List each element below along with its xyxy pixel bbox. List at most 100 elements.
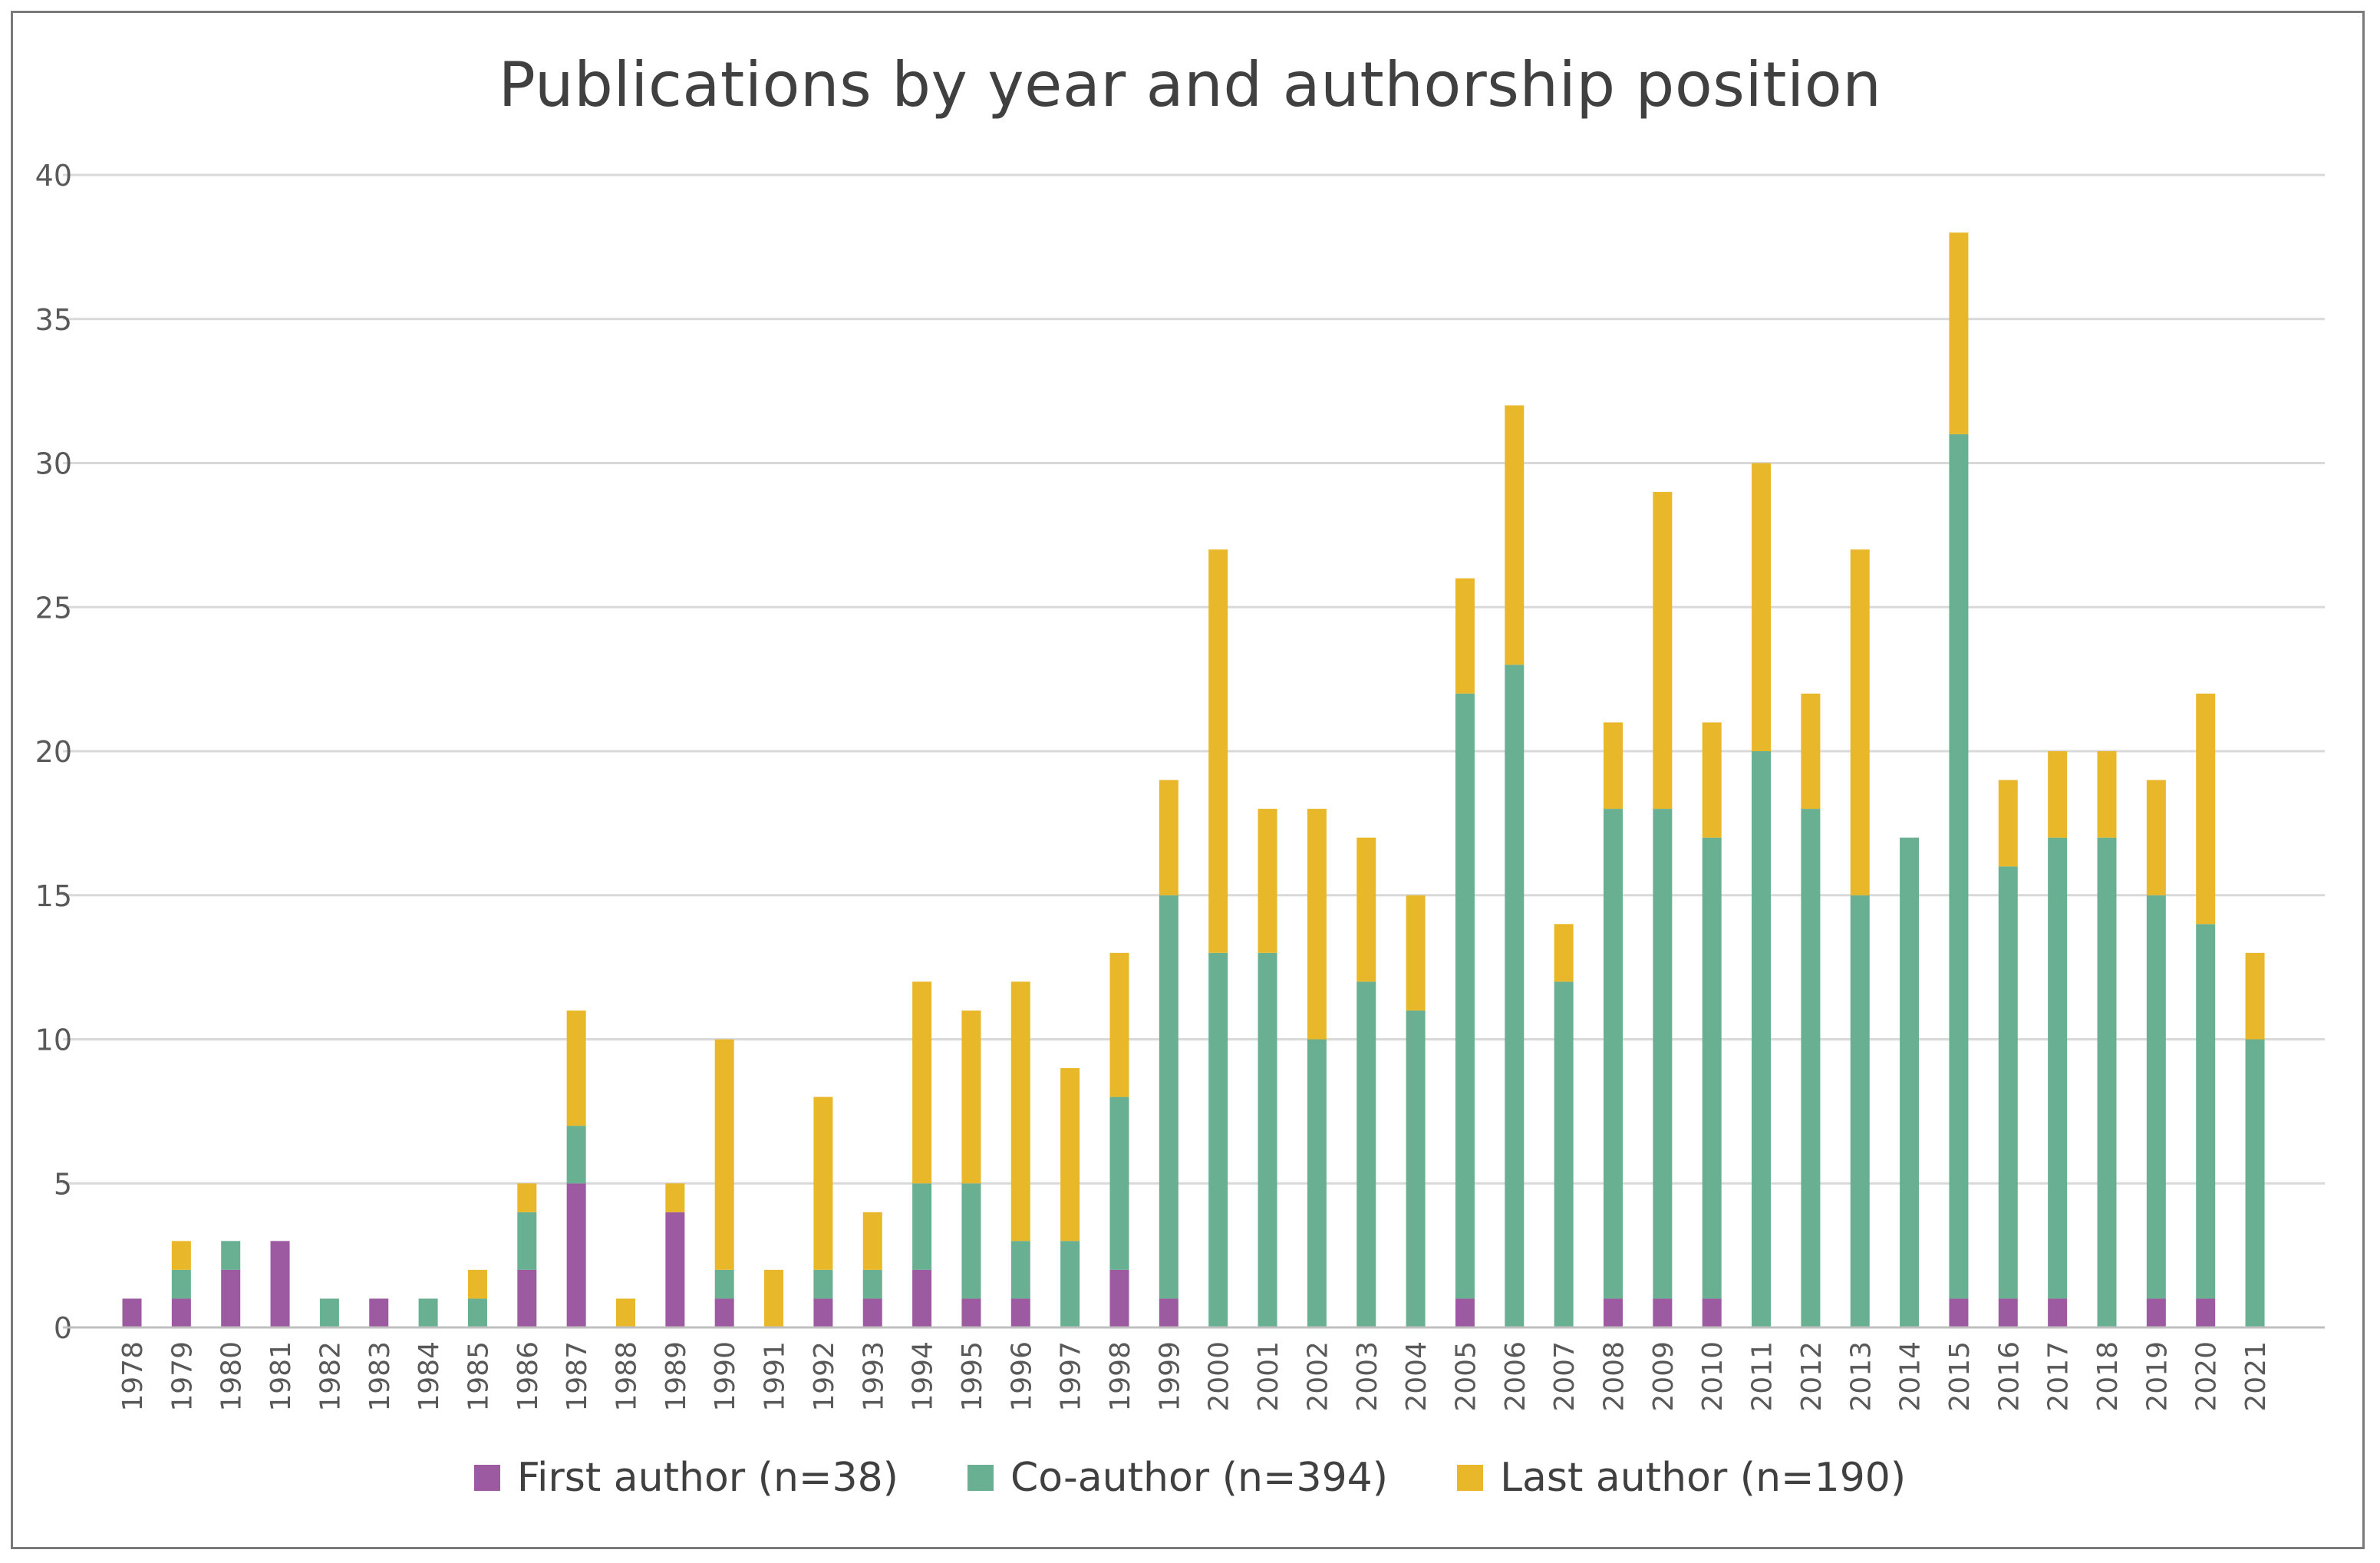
bar-2002-series-1 [1307, 1039, 1327, 1327]
bar-2019-series-0 [2146, 1298, 2166, 1327]
x-tick-label-1981: 1981 [265, 1341, 297, 1412]
x-tick-label-2002: 2002 [1302, 1341, 1333, 1412]
x-tick-label-2009: 2009 [1648, 1341, 1680, 1412]
legend-item-co-author: Co-author (n=394) [967, 1455, 1388, 1501]
bar-1980-series-1 [221, 1241, 241, 1270]
bar-1994-series-0 [912, 1269, 932, 1327]
bar-2010-series-2 [1702, 722, 1722, 838]
x-tick-label-2021: 2021 [2240, 1341, 2272, 1412]
bar-1999-series-0 [1159, 1298, 1178, 1327]
bar-2017-series-0 [2048, 1298, 2068, 1327]
x-tick-label-2003: 2003 [1352, 1341, 1383, 1412]
x-tick-label-1989: 1989 [661, 1341, 692, 1412]
x-tick-label-2012: 2012 [1796, 1341, 1828, 1412]
bar-1978-series-0 [122, 1298, 142, 1327]
bar-1994-series-1 [912, 1183, 932, 1270]
x-tick-label-1987: 1987 [562, 1341, 593, 1412]
x-tick-label-1984: 1984 [414, 1341, 445, 1412]
bar-2004-series-2 [1406, 895, 1426, 1011]
legend-item-last-author: Last author (n=190) [1457, 1455, 1906, 1501]
x-tick-label-2018: 2018 [2092, 1341, 2124, 1412]
x-tick-label-1990: 1990 [710, 1341, 741, 1412]
bar-1990-series-0 [714, 1298, 734, 1327]
bar-1992-series-0 [813, 1298, 833, 1327]
bar-2016-series-2 [1998, 780, 2018, 867]
x-tick-label-2015: 2015 [1944, 1341, 1976, 1412]
bar-2009-series-1 [1653, 809, 1673, 1299]
legend-swatch-last-author [1457, 1465, 1484, 1491]
bar-1998-series-2 [1109, 952, 1129, 1097]
x-tick-label-1991: 1991 [760, 1341, 791, 1412]
x-tick-label-1978: 1978 [117, 1341, 149, 1412]
bar-2016-series-1 [1998, 866, 2018, 1299]
bar-1993-series-0 [862, 1298, 882, 1327]
bar-2018-series-1 [2097, 837, 2117, 1327]
bar-1996-series-1 [1010, 1241, 1030, 1299]
x-tick-label-2000: 2000 [1204, 1341, 1235, 1412]
x-tick-label-1986: 1986 [513, 1341, 544, 1412]
bar-1991-series-2 [764, 1269, 784, 1327]
y-tick-label-40: 40 [35, 159, 72, 193]
bar-2008-series-0 [1604, 1298, 1623, 1327]
x-tick-label-1988: 1988 [611, 1341, 643, 1412]
bar-1979-series-0 [171, 1298, 191, 1327]
bar-1995-series-1 [961, 1183, 981, 1299]
x-tick-label-2020: 2020 [2191, 1341, 2223, 1412]
bar-2011-series-2 [1752, 463, 1772, 751]
chart-title: Publications by year and authorship posi… [498, 49, 1882, 120]
bar-1999-series-2 [1159, 780, 1178, 895]
y-tick-label-5: 5 [54, 1167, 72, 1201]
bar-1983-series-0 [369, 1298, 389, 1327]
x-tick-label-2001: 2001 [1253, 1341, 1284, 1412]
bar-1985-series-1 [467, 1298, 487, 1327]
y-tick-label-35: 35 [35, 303, 72, 337]
x-tick-label-1995: 1995 [957, 1341, 988, 1412]
bar-2001-series-2 [1258, 809, 1277, 953]
bar-2012-series-2 [1801, 693, 1821, 810]
bar-2018-series-2 [2097, 751, 2117, 838]
x-tick-label-2005: 2005 [1450, 1341, 1482, 1412]
x-tick-label-1998: 1998 [1105, 1341, 1136, 1412]
bar-2015-series-1 [1949, 434, 1969, 1299]
bar-1985-series-2 [467, 1269, 487, 1299]
bar-1986-series-2 [517, 1183, 537, 1212]
bar-1987-series-1 [566, 1126, 586, 1184]
bar-1989-series-2 [665, 1183, 685, 1212]
bar-2005-series-1 [1455, 693, 1475, 1299]
bar-1979-series-1 [171, 1269, 191, 1299]
legend-item-first-author: First author (n=38) [473, 1455, 898, 1501]
x-tick-label-2010: 2010 [1697, 1341, 1729, 1412]
bar-1997-series-2 [1060, 1068, 1080, 1241]
bar-2015-series-2 [1949, 232, 1969, 434]
bar-1997-series-1 [1060, 1241, 1080, 1327]
chart-frame [11, 11, 2365, 1549]
bar-2006-series-2 [1505, 405, 1525, 665]
x-tick-label-2004: 2004 [1401, 1341, 1432, 1412]
bar-2003-series-2 [1356, 837, 1376, 982]
bar-1990-series-1 [714, 1269, 734, 1299]
bar-2012-series-1 [1801, 809, 1821, 1327]
bar-1995-series-2 [961, 1010, 981, 1184]
bar-1996-series-0 [1010, 1298, 1030, 1327]
bar-1988-series-2 [616, 1298, 635, 1327]
bar-1999-series-1 [1159, 895, 1178, 1299]
bars [122, 232, 2265, 1327]
bar-1980-series-0 [221, 1269, 241, 1327]
bar-2017-series-1 [2048, 837, 2068, 1299]
bar-1986-series-0 [517, 1269, 537, 1327]
bar-2020-series-2 [2196, 693, 2216, 925]
y-tick-label-30: 30 [35, 447, 72, 481]
bar-2003-series-1 [1356, 981, 1376, 1327]
bar-2000-series-2 [1208, 549, 1228, 953]
bar-1990-series-2 [714, 1039, 734, 1270]
x-tick-label-2016: 2016 [1993, 1341, 2025, 1412]
x-tick-label-2006: 2006 [1500, 1341, 1531, 1412]
bar-2016-series-0 [1998, 1298, 2018, 1327]
x-tick-label-1980: 1980 [216, 1341, 248, 1412]
bar-2005-series-0 [1455, 1298, 1475, 1327]
bar-1993-series-2 [862, 1212, 882, 1270]
bar-2021-series-2 [2245, 952, 2265, 1040]
y-tick-label-10: 10 [35, 1024, 72, 1057]
